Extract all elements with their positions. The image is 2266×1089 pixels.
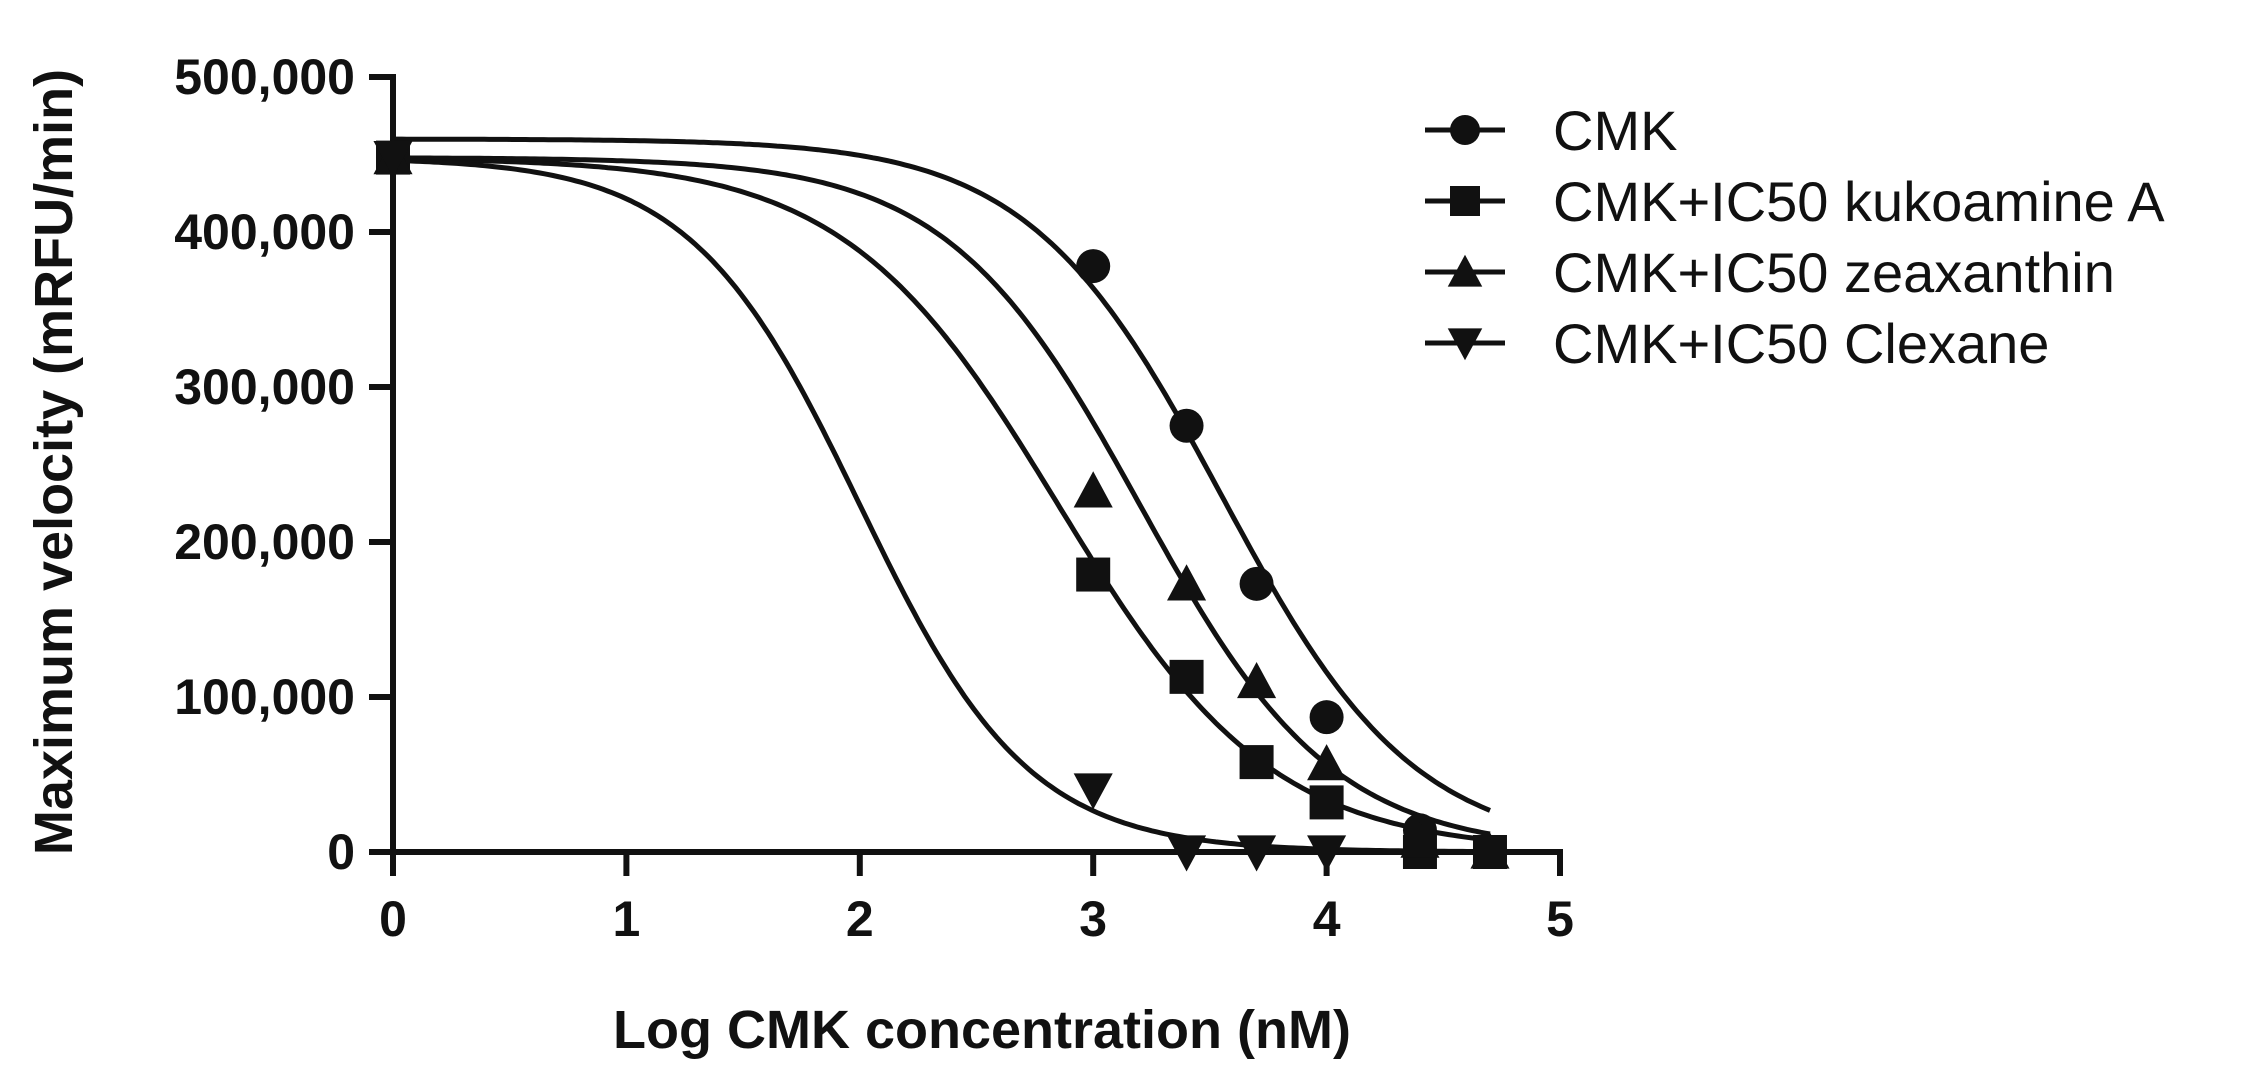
legend-item-cmk-ic50-zeaxanthin: CMK+IC50 zeaxanthin: [1425, 241, 2115, 304]
data-point-cmk-ic50-zeaxanthin: [1400, 821, 1440, 858]
fit-curve-cmk: [393, 136, 1491, 813]
y-tick-label: 100,000: [174, 669, 355, 725]
data-point-cmk: [1309, 700, 1344, 735]
legend-label: CMK+IC50 zeaxanthin: [1553, 241, 2115, 304]
legend-label: CMK+IC50 Clexane: [1553, 312, 2049, 375]
data-point-cmk-ic50-zeaxanthin: [1470, 832, 1510, 869]
y-tick-label: 300,000: [174, 359, 355, 415]
legend-marker-square-icon: [1450, 186, 1480, 216]
data-point-cmk-ic50-zeaxanthin: [1167, 564, 1207, 601]
data-point-cmk-ic50-kukoamine-a: [1169, 659, 1204, 694]
data-point-cmk-ic50-zeaxanthin: [1307, 744, 1347, 781]
data-point-cmk-ic50-clexane: [1307, 835, 1347, 872]
legend-marker-triangle-up-icon: [1447, 254, 1483, 287]
legend-item-cmk-ic50-clexane: CMK+IC50 Clexane: [1425, 312, 2049, 375]
data-point-cmk-ic50-zeaxanthin: [1237, 661, 1277, 699]
data-point-cmk-ic50-clexane: [1073, 773, 1113, 810]
fit-curve-cmk-ic50-clexane: [392, 157, 1490, 855]
x-tick-label: 4: [1313, 891, 1341, 947]
y-tick-label: 400,000: [174, 204, 355, 260]
data-point-cmk-ic50-clexane: [1237, 835, 1277, 872]
legend-label: CMK+IC50 kukoamine A: [1553, 170, 2165, 233]
legend-item-cmk: CMK: [1425, 99, 1677, 162]
fit-curve-cmk-ic50-zeaxanthin: [393, 155, 1491, 837]
y-tick-label: 500,000: [174, 49, 355, 105]
data-point-cmk-ic50-clexane: [373, 140, 413, 178]
legend-item-cmk-ic50-kukoamine-a: CMK+IC50 kukoamine A: [1425, 170, 2165, 233]
data-point-cmk-ic50-kukoamine-a: [1309, 785, 1344, 820]
legend-marker-triangle-down-icon: [1447, 328, 1483, 361]
data-point-cmk-ic50-kukoamine-a: [1239, 745, 1274, 780]
x-tick-label: 3: [1079, 891, 1107, 947]
legend: CMK CMK+IC50 kukoamine A CMK+IC50 zeaxanth…: [1425, 99, 2165, 375]
data-point-cmk: [1239, 566, 1274, 601]
data-points: [373, 138, 1510, 872]
fit-curve-cmk-ic50-kukoamine-a: [393, 156, 1491, 843]
data-point-cmk-ic50-clexane: [1167, 835, 1207, 872]
x-tick-label: 0: [379, 891, 407, 947]
fit-curves: [392, 136, 1491, 855]
y-tick-label: 200,000: [174, 514, 355, 570]
y-axis-title: Maximum velocity (mRFU/min): [24, 69, 84, 855]
tick-labels: 0 100,000 200,000 300,000 400,000 500,000 0 1 2 3…: [174, 49, 1574, 947]
x-axis-title: Log CMK concentration (nM): [613, 1000, 1351, 1060]
legend-label: CMK: [1553, 99, 1677, 162]
data-point-cmk-ic50-kukoamine-a: [1076, 557, 1111, 592]
data-point-cmk-ic50-zeaxanthin: [1073, 471, 1113, 508]
x-tick-label: 1: [612, 891, 640, 947]
y-tick-label: 0: [327, 824, 355, 880]
legend-marker-circle-icon: [1450, 115, 1480, 145]
data-point-cmk: [1169, 408, 1204, 443]
x-tick-label: 5: [1546, 891, 1574, 947]
axes: [369, 74, 1563, 876]
x-tick-label: 2: [846, 891, 874, 947]
data-point-cmk: [1076, 249, 1111, 284]
